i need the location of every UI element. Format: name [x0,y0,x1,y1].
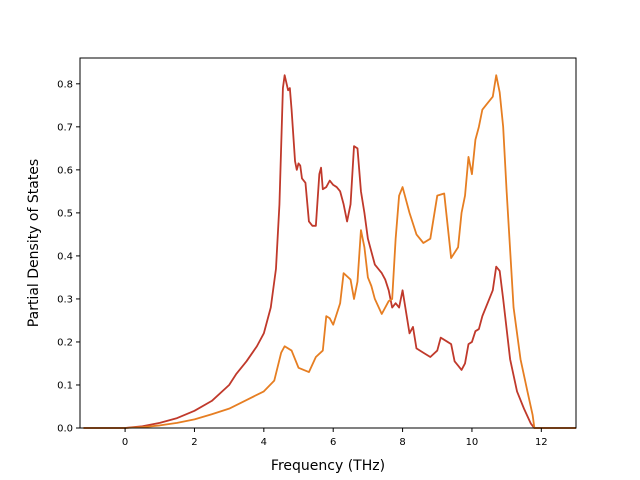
plot-area [83,74,576,429]
x-tick-label: 12 [535,437,548,448]
axes-frame [79,57,577,429]
y-tick-label: 0.1 [57,380,73,391]
y-axis-label: Partial Density of States [26,159,42,327]
y-tick-label: 0.6 [57,165,73,176]
x-tick-label: 2 [191,437,197,448]
y-tick-label: 0.0 [57,424,73,435]
x-tick-label: 4 [261,437,267,448]
x-tick-label: 10 [466,437,479,448]
series-line-2 [83,74,576,429]
x-tick-label: 8 [399,437,405,448]
x-axis-label: Frequency (THz) [271,458,385,474]
y-tick-label: 0.5 [57,208,73,219]
y-tick-label: 0.3 [57,294,73,305]
y-tick-label: 0.4 [57,251,73,262]
y-axis-ticks: 0.0 0.1 0.2 0.3 0.4 0.5 0.6 0.7 0.8 [57,79,80,435]
x-tick-label: 0 [122,437,128,448]
x-tick-label: 6 [330,437,336,448]
x-axis-ticks: 0 2 4 6 8 10 12 [122,428,548,448]
y-tick-label: 0.8 [57,79,73,90]
series-line-1 [83,74,576,429]
y-tick-label: 0.7 [57,122,73,133]
y-tick-label: 0.2 [57,337,73,348]
